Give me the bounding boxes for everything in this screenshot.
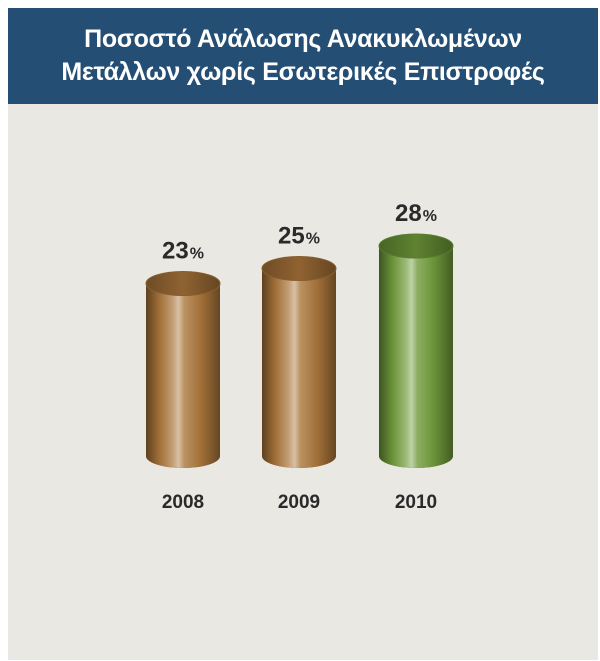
bar-bottom-arc-2008 bbox=[146, 456, 220, 468]
category-label-2010: 2010 bbox=[395, 492, 437, 513]
bar-body-2008 bbox=[146, 283, 220, 456]
cylinder-bar-chart: 23% 2008 25% 2009 28% 2010 bbox=[145, 200, 454, 513]
chart-title-line-2: Μετάλλων χωρίς Εσωτερικές Επιστροφές bbox=[61, 58, 545, 86]
bar-bottom-arc-2010 bbox=[379, 456, 453, 468]
chart-title-line-1: Ποσοστό Ανάλωσης Ανακυκλωμένων bbox=[84, 25, 522, 53]
bar-body-2010 bbox=[379, 246, 453, 456]
bar-bottom-arc-2009 bbox=[262, 456, 336, 468]
value-label-2008: 23% bbox=[162, 238, 204, 265]
bar-2010 bbox=[378, 233, 454, 468]
bar-2008 bbox=[145, 271, 221, 468]
chart-header: Ποσοστό Ανάλωσης Ανακυκλωμένων Μετάλλων … bbox=[8, 8, 598, 104]
category-label-2008: 2008 bbox=[162, 492, 204, 513]
chart-card: Ποσοστό Ανάλωσης Ανακυκλωμένων Μετάλλων … bbox=[8, 8, 598, 660]
value-label-2010: 28% bbox=[395, 200, 437, 227]
bar-2009 bbox=[261, 256, 337, 468]
bar-top-2008 bbox=[145, 271, 221, 296]
bar-body-2009 bbox=[262, 268, 336, 456]
category-label-2009: 2009 bbox=[278, 492, 320, 513]
bar-top-2010 bbox=[378, 233, 454, 259]
value-label-2009: 25% bbox=[278, 223, 320, 250]
bar-top-2009 bbox=[261, 256, 337, 281]
